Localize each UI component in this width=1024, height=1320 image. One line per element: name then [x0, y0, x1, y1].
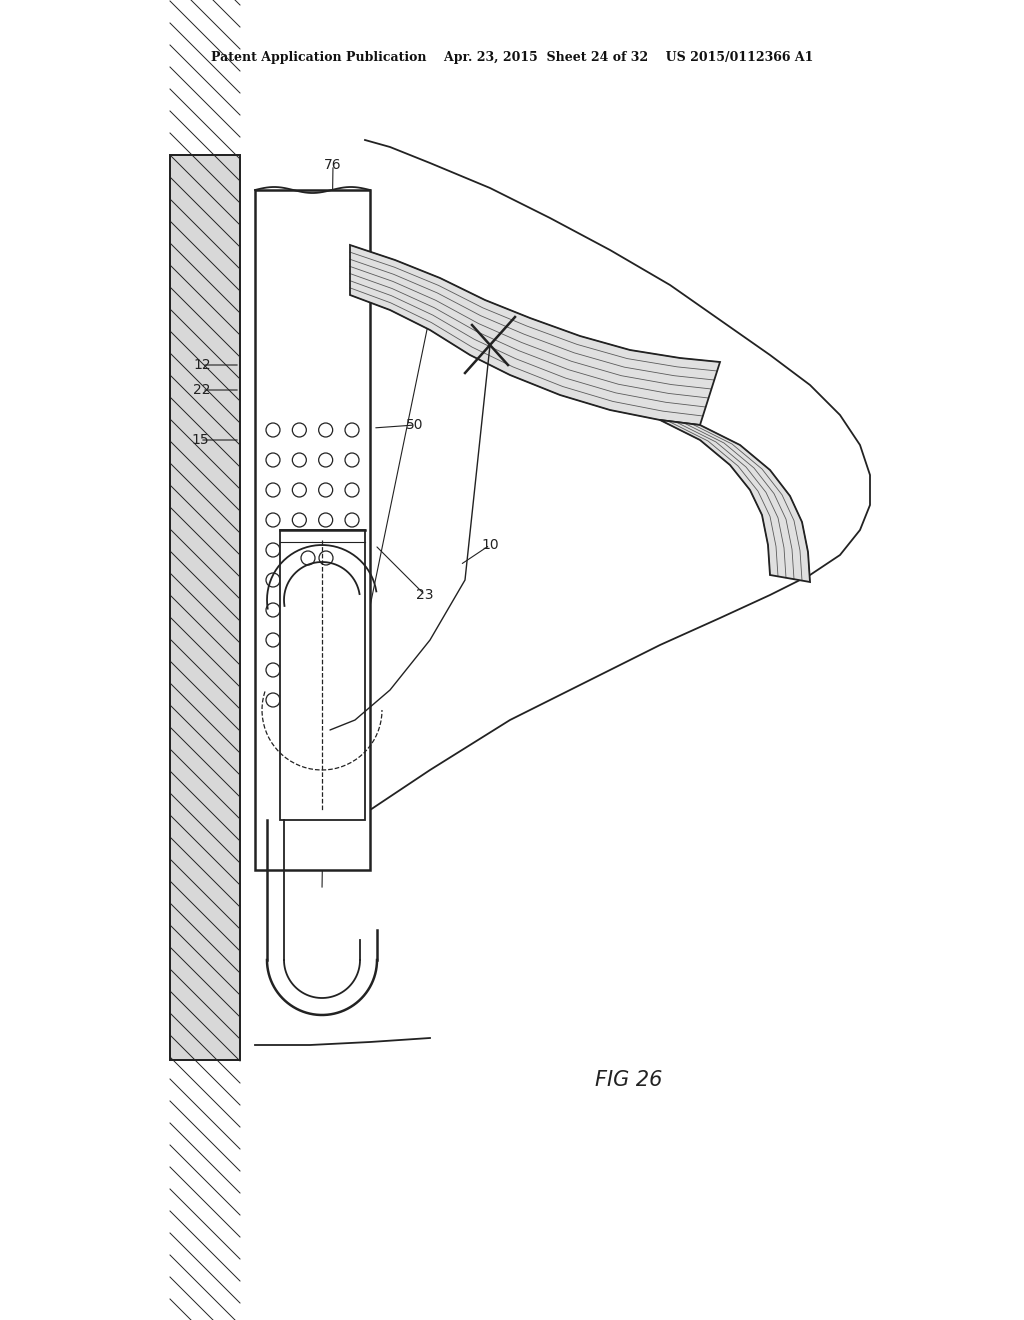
Text: 76: 76	[325, 158, 342, 172]
Text: 10: 10	[481, 539, 499, 552]
Text: 23: 23	[416, 587, 434, 602]
Text: 50: 50	[407, 418, 424, 432]
Bar	[170, 154, 240, 1060]
Bar	[170, 154, 240, 1060]
Text: 12: 12	[194, 358, 211, 372]
Text: FIG 26: FIG 26	[595, 1071, 663, 1090]
Polygon shape	[660, 420, 810, 582]
Polygon shape	[350, 246, 720, 425]
Bar	[255, 190, 370, 870]
Text: 15: 15	[191, 433, 209, 447]
Text: Patent Application Publication    Apr. 23, 2015  Sheet 24 of 32    US 2015/01123: Patent Application Publication Apr. 23, …	[211, 51, 813, 65]
Text: 22: 22	[194, 383, 211, 397]
Bar	[280, 531, 365, 820]
Text: 4: 4	[426, 308, 434, 322]
